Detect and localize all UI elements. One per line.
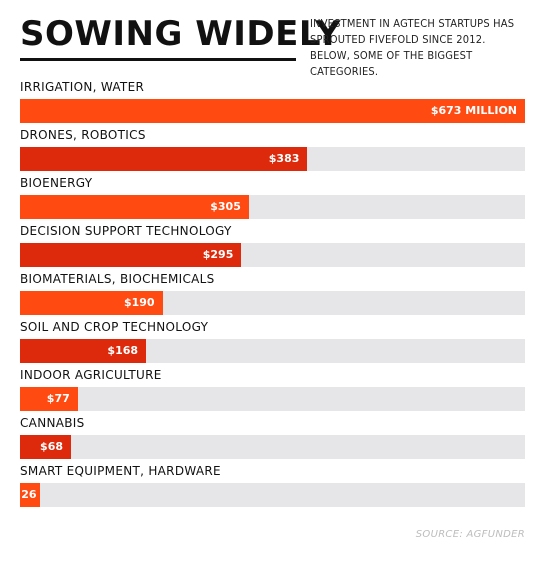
bar-row: BIOENERGY $305	[20, 172, 525, 220]
category-label: DRONES, ROBOTICS	[20, 128, 146, 142]
bar-value-label: $77	[46, 392, 70, 405]
source-note: SOURCE: AGFUNDER	[415, 529, 525, 540]
chart-title: SOWING WIDELY	[20, 14, 341, 54]
category-label: BIOENERGY	[20, 176, 93, 190]
bar-row: INDOOR AGRICULTURE $77	[20, 364, 525, 412]
bar-value-label: 26	[21, 488, 37, 501]
category-label: INDOOR AGRICULTURE	[20, 368, 162, 382]
category-label: DECISION SUPPORT TECHNOLOGY	[20, 224, 232, 238]
bar-track: $673 MILLION	[20, 99, 525, 123]
bar-value-label: $68	[40, 440, 64, 453]
category-label: CANNABIS	[20, 416, 85, 430]
bar: 26	[20, 483, 40, 507]
bar: $305	[20, 195, 249, 219]
category-label: SOIL AND CROP TECHNOLOGY	[20, 320, 209, 334]
chart-subtitle: INVESTMENT IN AGTECH STARTUPS HAS SPROUT…	[310, 17, 515, 78]
bar-row: DRONES, ROBOTICS $383	[20, 124, 525, 172]
bar: $68	[20, 435, 72, 459]
bar: $77	[20, 387, 78, 411]
category-label: BIOMATERIALS, BIOCHEMICALS	[20, 272, 215, 286]
bar-chart: IRRIGATION, WATER $673 MILLION DRONES, ROB…	[20, 76, 525, 508]
bar-value-label: $305	[210, 200, 241, 213]
bar-row: DECISION SUPPORT TECHNOLOGY $295	[20, 220, 525, 268]
bar-track: 26	[20, 483, 525, 507]
bar-row: BIOMATERIALS, BIOCHEMICALS $190	[20, 268, 525, 316]
bar-row: SOIL AND CROP TECHNOLOGY $168	[20, 316, 525, 364]
bar-row: SMART EQUIPMENT, HARDWARE 26	[20, 460, 525, 508]
bar-track: $383	[20, 147, 525, 171]
title-underline	[20, 58, 296, 61]
bar: $673 MILLION	[20, 99, 525, 123]
bar: $168	[20, 339, 147, 363]
bar-value-label: $190	[123, 296, 155, 309]
bar-track: $168	[20, 339, 525, 363]
category-label: IRRIGATION, WATER	[20, 80, 145, 94]
bar-value-label: $168	[107, 344, 139, 357]
bar: $383	[20, 147, 308, 171]
bar-track: $305	[20, 195, 525, 219]
bar-track: $295	[20, 243, 525, 267]
bar-track: $190	[20, 291, 525, 315]
bar-track: $68	[20, 435, 525, 459]
bar-value-label: $673 MILLION	[430, 104, 517, 117]
chart-header: SOWING WIDELY INVESTMENT IN AGTECH START…	[20, 14, 525, 78]
bar: $190	[20, 291, 163, 315]
bar-track: $77	[20, 387, 525, 411]
bar-value-label: $383	[268, 152, 300, 165]
bar: $295	[20, 243, 242, 267]
category-label: SMART EQUIPMENT, HARDWARE	[20, 464, 221, 478]
bar-value-label: $295	[202, 248, 234, 261]
bar-row: CANNABIS $68	[20, 412, 525, 460]
bar-row: IRRIGATION, WATER $673 MILLION	[20, 76, 525, 124]
